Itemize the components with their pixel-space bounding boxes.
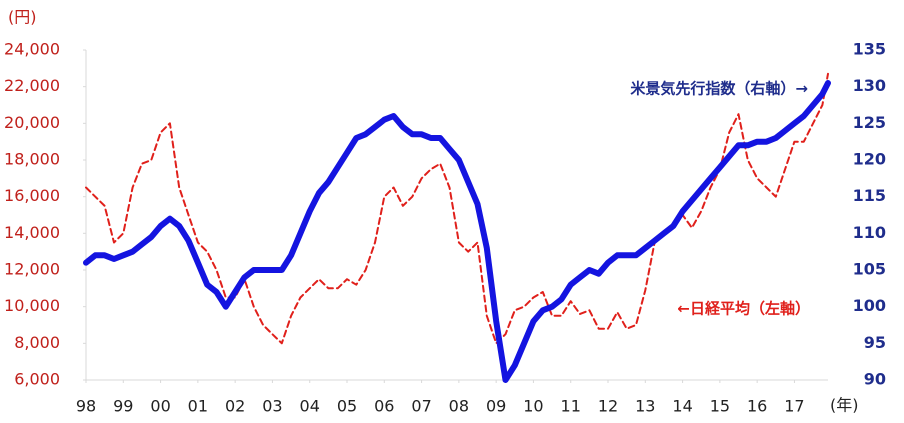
y-tick-label: 6,000: [14, 370, 60, 389]
y2-tick-label: 125: [853, 113, 886, 132]
x-tick-label: 15: [710, 397, 730, 416]
x-tick-label: 16: [747, 397, 767, 416]
y-tick-label: 8,000: [14, 333, 60, 352]
x-tick-label: 08: [449, 397, 469, 416]
y2-tick-label: 110: [853, 223, 886, 242]
x-tick-label: 03: [262, 397, 282, 416]
series-label: 米景気先行指数（右軸）→: [630, 80, 808, 98]
y2-tick-label: 115: [853, 186, 886, 205]
x-tick-label: 14: [672, 397, 692, 416]
y-tick-label: 20,000: [4, 113, 60, 132]
x-tick-label: 99: [113, 397, 133, 416]
y-tick-label: 14,000: [4, 223, 60, 242]
y2-tick-label: 105: [853, 260, 886, 279]
x-tick-label: 17: [784, 397, 804, 416]
y2-tick-label: 90: [864, 370, 886, 389]
x-unit-label: (年): [830, 396, 859, 415]
y-tick-label: 16,000: [4, 186, 60, 205]
y2-tick-label: 100: [853, 296, 886, 315]
x-tick-label: 11: [561, 397, 581, 416]
x-tick-label: 06: [374, 397, 394, 416]
y2-tick-label: 135: [853, 40, 886, 59]
series-line: [83, 80, 831, 383]
x-tick-label: 09: [486, 397, 506, 416]
x-tick-label: 12: [598, 397, 618, 416]
series-line: [85, 72, 829, 345]
x-tick-label: 01: [188, 397, 208, 416]
series-label: ←日経平均（左軸）: [677, 300, 810, 318]
y-unit-label: (円): [8, 8, 37, 27]
x-tick-label: 00: [150, 397, 170, 416]
y-tick-label: 22,000: [4, 76, 60, 95]
x-tick-label: 98: [76, 397, 96, 416]
x-tick-label: 13: [635, 397, 655, 416]
y2-tick-label: 130: [853, 76, 886, 95]
x-tick-label: 05: [337, 397, 357, 416]
y-tick-label: 24,000: [4, 40, 60, 59]
y-tick-label: 10,000: [4, 296, 60, 315]
y2-tick-label: 95: [864, 333, 886, 352]
y-tick-label: 12,000: [4, 260, 60, 279]
x-tick-label: 04: [300, 397, 320, 416]
x-tick-label: 02: [225, 397, 245, 416]
y2-tick-label: 120: [853, 150, 886, 169]
x-tick-label: 10: [523, 397, 543, 416]
x-tick-label: 07: [411, 397, 431, 416]
y-tick-label: 18,000: [4, 150, 60, 169]
